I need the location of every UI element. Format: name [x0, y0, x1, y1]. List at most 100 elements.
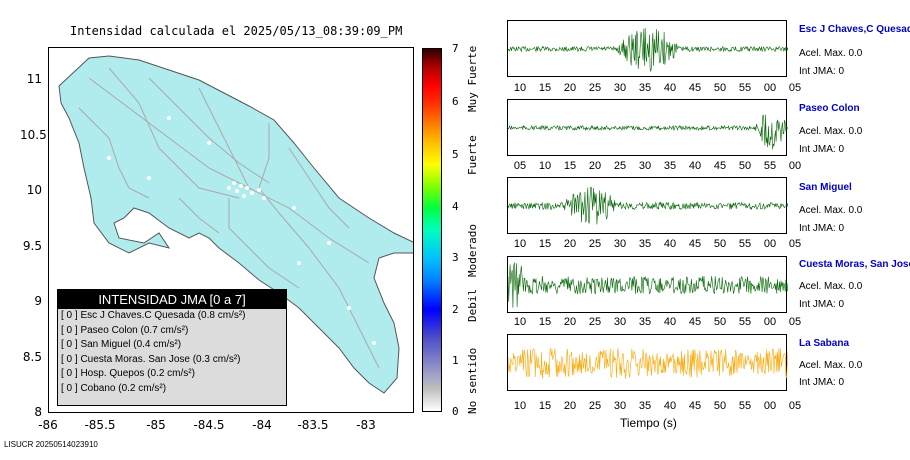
time-tick: 30 [613, 82, 627, 94]
colorbar-tick: 4 [452, 200, 459, 213]
time-tick: 40 [663, 82, 677, 94]
time-tick: 05 [788, 82, 802, 94]
seismogram-trace[interactable] [507, 99, 788, 156]
station-name[interactable]: Esc J Chaves,C Quesada [799, 24, 910, 35]
time-tick: 00 [763, 82, 777, 94]
trace-waveform [508, 348, 788, 379]
map-y-tick: 10.5 [20, 128, 47, 142]
time-tick: 05 [788, 316, 802, 328]
road-network [78, 67, 380, 369]
legend-row: [ 0 ] Cobano (0.2 cm/s²) [61, 382, 167, 394]
station-accel: Acel. Max. 0.0 [799, 281, 863, 292]
time-tick: 10 [513, 400, 527, 412]
station-jma: Int JMA: 0 [799, 66, 845, 77]
trace-waveform [508, 114, 788, 150]
time-tick: 50 [738, 160, 752, 172]
map-y-tick: 11 [26, 72, 42, 86]
time-tick: 05 [513, 160, 527, 172]
station-name[interactable]: San Miguel [799, 182, 852, 193]
time-tick: 15 [563, 160, 577, 172]
seismogram-trace[interactable] [507, 256, 788, 313]
intensity-colorbar [422, 48, 442, 412]
colorbar-tick: 1 [452, 354, 459, 367]
colorbar-tick: 7 [452, 42, 459, 55]
time-tick: 50 [713, 238, 727, 250]
map-x-tick: -83.5 [297, 418, 329, 432]
map-x-tick: -85 [146, 418, 166, 432]
time-tick: 25 [588, 82, 602, 94]
time-tick: 35 [638, 316, 652, 328]
time-tick: 10 [513, 316, 527, 328]
time-tick: 35 [638, 400, 652, 412]
time-tick: 45 [688, 316, 702, 328]
time-tick: 45 [713, 160, 727, 172]
trace-waveform [508, 262, 788, 308]
colorbar-tick: 0 [452, 405, 459, 418]
seismogram-trace[interactable] [507, 177, 788, 234]
seismogram-trace[interactable] [507, 20, 788, 77]
map-x-tick: -86 [38, 418, 58, 432]
time-tick: 50 [713, 400, 727, 412]
time-tick: 25 [613, 160, 627, 172]
waveform-path [508, 186, 788, 225]
station-jma: Int JMA: 0 [799, 144, 845, 155]
footer-id: LISUCR 20250514023910 [4, 440, 98, 449]
time-tick: 50 [713, 316, 727, 328]
time-tick: 25 [588, 238, 602, 250]
time-tick: 25 [588, 316, 602, 328]
time-tick: 45 [688, 238, 702, 250]
time-tick: 40 [688, 160, 702, 172]
time-tick: 05 [788, 238, 802, 250]
time-tick: 45 [688, 400, 702, 412]
trace-time-ticks: 10 15 20 25 30 35 40 45 50 55 00 05 [507, 400, 801, 414]
time-tick: 30 [613, 400, 627, 412]
station-name[interactable]: Paseo Colon [799, 103, 860, 114]
station-name[interactable]: Cuesta Moras, San Jose [799, 259, 910, 270]
time-tick: 20 [563, 316, 577, 328]
time-tick: 20 [563, 82, 577, 94]
map-x-tick: -85.5 [84, 418, 116, 432]
legend-row: [ 0 ] Paseo Colon (0.7 cm/s²) [61, 324, 189, 336]
trace-waveform [508, 186, 788, 225]
time-tick: 50 [713, 82, 727, 94]
station-accel: Acel. Max. 0.0 [799, 205, 863, 216]
map-y-tick: 10 [26, 183, 42, 197]
time-tick: 15 [538, 82, 552, 94]
time-tick: 00 [763, 400, 777, 412]
time-tick: 15 [538, 316, 552, 328]
map-y-tick: 9 [34, 294, 42, 308]
station-accel: Acel. Max. 0.0 [799, 48, 863, 59]
intensity-legend: INTENSIDAD JMA [0 a 7] [ 0 ] Esc J Chave… [57, 289, 287, 406]
time-tick: 35 [638, 238, 652, 250]
time-tick: 20 [588, 160, 602, 172]
station-name[interactable]: La Sabana [799, 338, 850, 349]
seismogram-trace[interactable] [507, 334, 788, 391]
time-tick: 15 [538, 400, 552, 412]
legend-title: INTENSIDAD JMA [0 a 7] [58, 290, 286, 309]
time-tick: 20 [563, 238, 577, 250]
station-jma: Int JMA: 0 [799, 377, 845, 388]
map-x-tick: -83 [356, 418, 376, 432]
time-tick: 40 [663, 316, 677, 328]
costa-rica-land [58, 55, 413, 394]
colorbar-label: No sentido [466, 347, 479, 414]
time-tick: 30 [613, 316, 627, 328]
time-tick: 55 [738, 316, 752, 328]
trace-time-ticks: 10 15 20 25 30 35 40 45 50 55 00 05 [507, 82, 801, 96]
time-tick: 55 [763, 160, 777, 172]
time-tick: 55 [738, 400, 752, 412]
trace-time-ticks: 10 15 20 25 30 35 40 45 50 55 00 05 [507, 238, 801, 252]
trace-time-ticks: 10 15 20 25 30 35 40 45 50 55 00 05 [507, 316, 801, 330]
map-x-tick: -84.5 [193, 418, 225, 432]
time-tick: 40 [663, 238, 677, 250]
legend-row: [ 0 ] Esc J Chaves.C Quesada (0.8 cm/s²) [61, 310, 246, 321]
map-y-tick: 8 [34, 405, 42, 419]
time-tick: 10 [513, 82, 527, 94]
trace-time-ticks: 05 10 15 20 25 30 35 40 45 50 55 00 [507, 160, 801, 174]
time-tick: 05 [788, 400, 802, 412]
trace-waveform [508, 27, 788, 72]
map-y-tick: 9.5 [22, 239, 42, 253]
colorbar-label: Fuerte [466, 135, 479, 175]
station-accel: Acel. Max. 0.0 [799, 360, 863, 371]
station-accel: Acel. Max. 0.0 [799, 126, 863, 137]
